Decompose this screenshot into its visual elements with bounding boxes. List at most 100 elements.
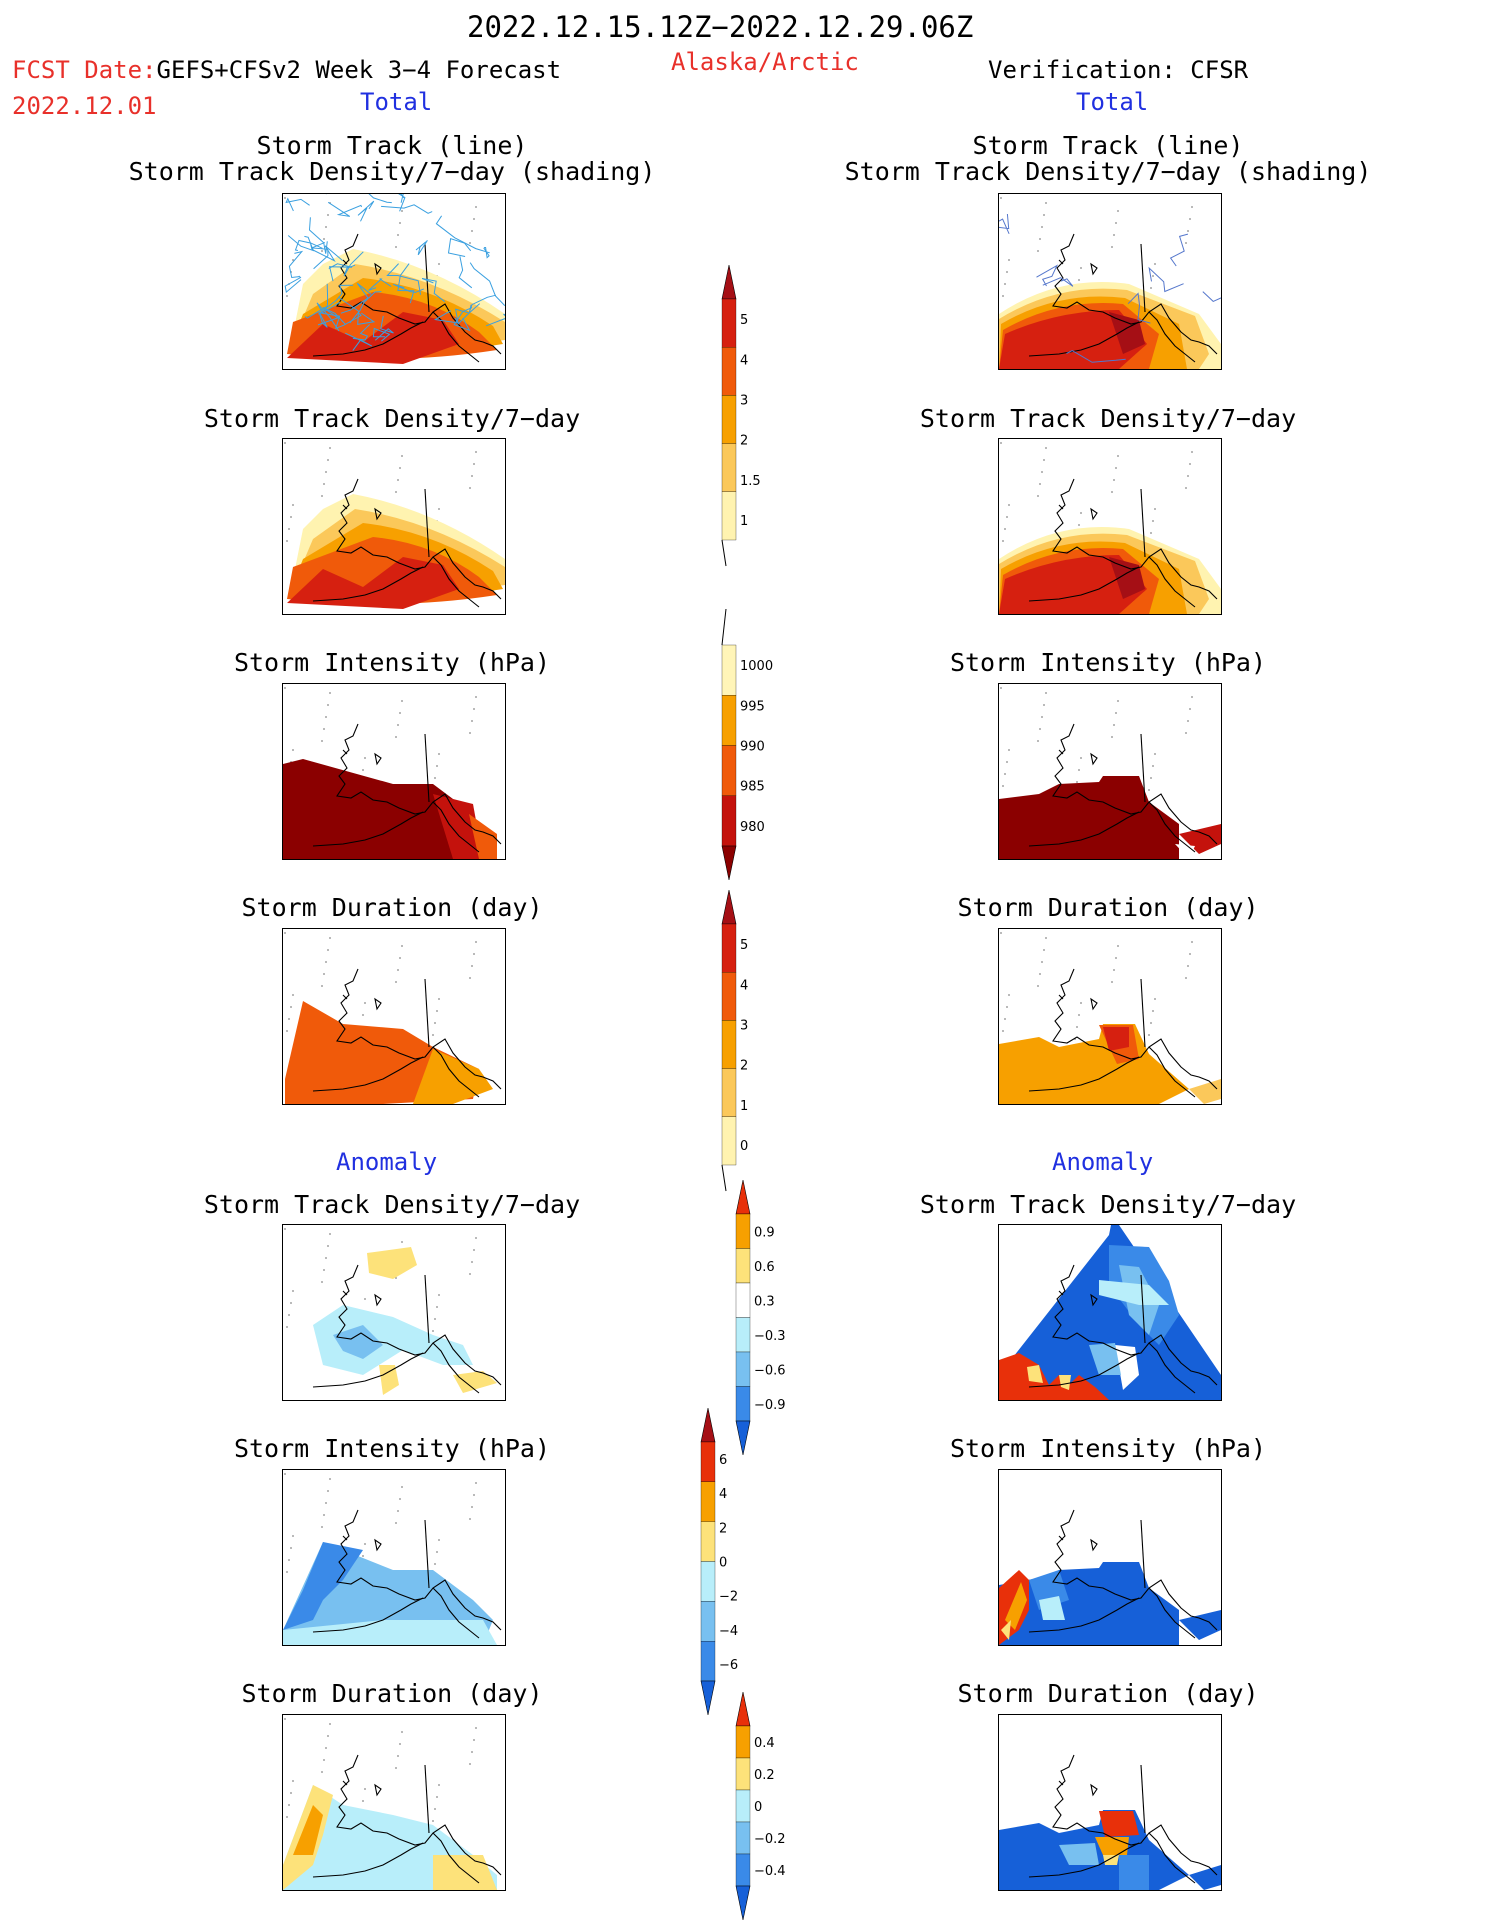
- shading-region: [999, 1024, 1189, 1104]
- colorbar-label: 990: [740, 740, 765, 755]
- verification-label: Verification: CFSR: [988, 56, 1249, 84]
- shading-region: [283, 1542, 363, 1630]
- colorbar-label: 0.4: [754, 1736, 775, 1751]
- shading-region: [283, 759, 483, 859]
- colorbar-label: −4: [719, 1624, 738, 1639]
- grid-dots: [1000, 687, 1193, 795]
- shading-region: [1119, 1855, 1149, 1890]
- shading-region: [1103, 1027, 1129, 1051]
- colorbar-label: 995: [740, 699, 765, 714]
- coastline: [1028, 1264, 1218, 1394]
- colorbar-label: 980: [740, 820, 765, 835]
- map-r2: [998, 438, 1222, 615]
- coastline: [312, 1264, 502, 1394]
- l7-title: Storm Duration (day): [241, 1679, 543, 1708]
- shading-region: [999, 1353, 1109, 1400]
- colorbar-tip-down: [735, 1885, 751, 1921]
- shading-region: [999, 310, 1147, 369]
- colorbar-label: 1000: [740, 659, 773, 674]
- shading-region: [433, 794, 483, 859]
- shading-region: [1027, 1365, 1043, 1383]
- coastline: [312, 478, 502, 608]
- shading-region: [313, 1305, 473, 1375]
- l1-title-a: Storm Track (line): [256, 131, 528, 160]
- colorbar-label: 0.2: [754, 1768, 775, 1783]
- coastline: [312, 1754, 502, 1884]
- r5-title: Storm Track Density/7−day: [919, 1190, 1297, 1219]
- shading-region: [1179, 824, 1221, 854]
- shading-region: [367, 1247, 417, 1279]
- colorbar-label: 6: [719, 1453, 727, 1468]
- grid-dots: [1000, 197, 1193, 305]
- colorbar-label: −0.4: [754, 1864, 786, 1879]
- shading-region: [999, 555, 1147, 614]
- l3-title: Storm Intensity (hPa): [233, 648, 551, 677]
- colorbar-label: 985: [740, 780, 765, 795]
- colorbar-swatch: [721, 491, 737, 541]
- shading-region: [999, 1225, 1221, 1400]
- l4-title: Storm Duration (day): [241, 893, 543, 922]
- map-l5: [282, 1224, 506, 1401]
- left-anomaly-label: Anomaly: [336, 1148, 438, 1176]
- colorbar-label: 0.9: [754, 1225, 775, 1240]
- colorbar-tail: [721, 608, 727, 646]
- colorbar-tip-down: [735, 1420, 751, 1456]
- colorbar-label: 5: [740, 938, 748, 953]
- shading-region: [1099, 1280, 1169, 1305]
- r2-title: Storm Track Density/7−day: [919, 404, 1297, 433]
- colorbar-label: −0.9: [754, 1398, 786, 1413]
- colorbar-label: 4: [740, 353, 748, 368]
- colorbar-label: 3: [740, 393, 748, 408]
- map-r5: [998, 1224, 1222, 1401]
- map-r3: [998, 683, 1222, 860]
- colorbar-label: 0: [740, 1139, 748, 1154]
- colorbar-label: −0.2: [754, 1832, 786, 1847]
- shading-region: [379, 1365, 399, 1395]
- colorbar-tail: [721, 1164, 727, 1192]
- colorbar-tip-down: [721, 845, 737, 881]
- fcst-date-label: FCST Date:GEFS+CFSv2 Week 3−4 Forecast: [12, 56, 561, 84]
- colorbar-swatch: [735, 1853, 751, 1887]
- map-r6: [998, 1469, 1222, 1646]
- shading-region: [453, 1371, 497, 1393]
- map-l1: [282, 193, 506, 370]
- map-l6: [282, 1469, 506, 1646]
- colorbar-label: 0: [754, 1800, 762, 1815]
- colorbar-label: 4: [719, 1487, 727, 1502]
- r7-title: Storm Duration (day): [957, 1679, 1259, 1708]
- shading-region: [1103, 1855, 1119, 1865]
- colorbar-label: 1: [740, 1099, 748, 1114]
- coastline: [312, 968, 502, 1098]
- colorbar-label: 2: [740, 1059, 748, 1074]
- colorbar-label: 4: [740, 978, 748, 993]
- l2-title: Storm Track Density/7−day: [203, 404, 581, 433]
- left-total-label: Total: [360, 88, 433, 116]
- coastline: [312, 1509, 502, 1639]
- shading-region: [1059, 1843, 1099, 1865]
- r1-title-b: Storm Track Density/7−day (shading): [844, 157, 1372, 186]
- colorbar-label: 0.6: [754, 1260, 775, 1275]
- shading-region: [469, 814, 497, 859]
- shading-region: [1059, 1375, 1071, 1390]
- colorbar-tail: [721, 539, 727, 567]
- r3-title: Storm Intensity (hPa): [949, 648, 1267, 677]
- colorbar-swatch: [735, 1757, 751, 1791]
- shading-region: [1099, 1811, 1139, 1837]
- map-l2: [282, 438, 506, 615]
- shading-region: [283, 1620, 497, 1645]
- colorbar-label: 5: [740, 313, 748, 328]
- colorbar-label: 0: [719, 1556, 727, 1571]
- shading-region: [1039, 1596, 1065, 1620]
- coastline: [1028, 233, 1218, 363]
- right-total-label: Total: [1076, 88, 1149, 116]
- map-r4: [998, 928, 1222, 1105]
- period-title: 2022.12.15.12Z−2022.12.29.06Z: [467, 10, 974, 44]
- fcst-date: 2022.12.01: [12, 92, 157, 120]
- map-r7: [998, 1714, 1222, 1891]
- storm-tracks: [999, 213, 1221, 363]
- shading-region: [1001, 1620, 1011, 1640]
- colorbar-label: −0.3: [754, 1329, 786, 1344]
- coastline: [1028, 1509, 1218, 1639]
- colorbar-tip-down: [700, 1680, 716, 1716]
- l5-title: Storm Track Density/7−day: [203, 1190, 581, 1219]
